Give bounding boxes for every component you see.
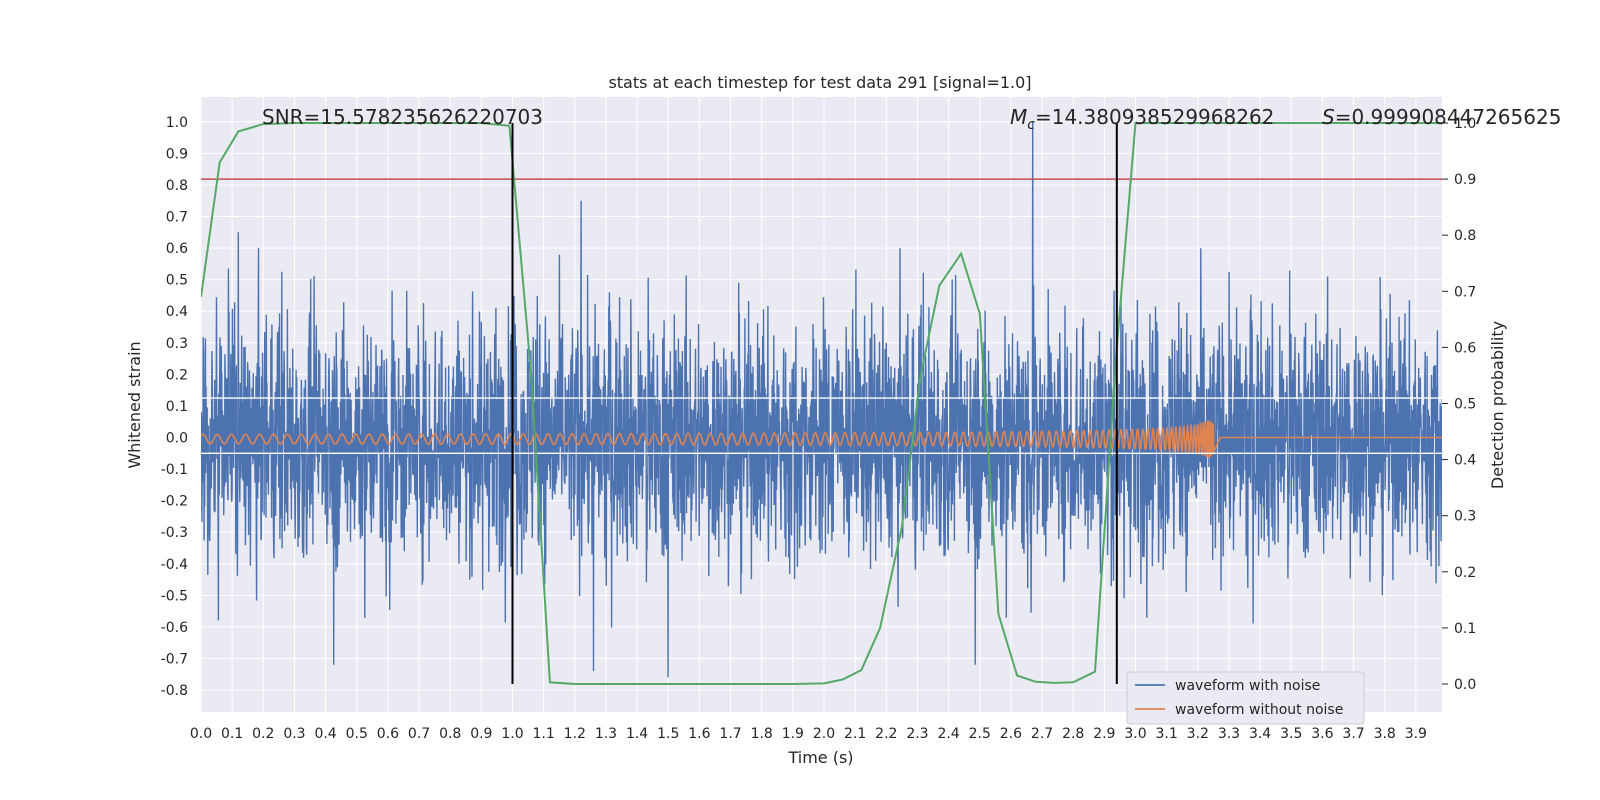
y-tick-label-right: 0.5 bbox=[1454, 397, 1476, 413]
x-tick-label: 1.4 bbox=[626, 726, 648, 742]
grid-y bbox=[201, 121, 1442, 691]
x-tick-label: 3.9 bbox=[1405, 726, 1427, 742]
y-tick-label: 0.2 bbox=[166, 367, 188, 383]
x-tick-label: 1.6 bbox=[688, 726, 710, 742]
y-tick-label-right: 0.0 bbox=[1454, 677, 1476, 693]
x-tick-label: 3.6 bbox=[1311, 726, 1333, 742]
legend: waveform with noise waveform without noi… bbox=[1126, 671, 1365, 725]
x-tick-label: 3.7 bbox=[1342, 726, 1364, 742]
y-tick-label: -0.5 bbox=[161, 588, 188, 604]
score-symbol: S bbox=[1322, 105, 1335, 129]
y-tick-label: 0.8 bbox=[166, 178, 188, 194]
x-tick-label: 3.4 bbox=[1249, 726, 1271, 742]
y-tick-label: 0.1 bbox=[166, 399, 188, 415]
x-tick-label: 0.1 bbox=[221, 726, 243, 742]
chirp-mass-annotation: Mc=14.380938529968262 bbox=[1010, 105, 1274, 133]
y-tick-label-right: 0.4 bbox=[1454, 453, 1476, 469]
x-tick-label: 1.2 bbox=[564, 726, 586, 742]
y-tick-label: -0.6 bbox=[161, 620, 188, 636]
y-tick-label-right: 0.9 bbox=[1454, 172, 1476, 188]
score-annotation: S=0.999908447265625 bbox=[1322, 105, 1561, 129]
y-tick-label-right: 0.8 bbox=[1454, 228, 1476, 244]
y-tick-label: -0.4 bbox=[161, 557, 188, 573]
x-tick-label: 2.3 bbox=[906, 726, 928, 742]
y-tick-labels-left: 1.0 0.9 0.8 0.7 0.6 0.5 0.4 0.3 0.2 0.1 0.0 -0.1 -0.… bbox=[161, 115, 188, 699]
y-tick-label: 0.0 bbox=[166, 431, 188, 447]
x-tick-label: 3.8 bbox=[1374, 726, 1396, 742]
snr-annotation: SNR=15.578235626220703 bbox=[262, 105, 543, 129]
x-tick-label: 3.5 bbox=[1280, 726, 1302, 742]
y-tick-label-right: 0.1 bbox=[1454, 621, 1476, 637]
x-tick-label: 1.8 bbox=[751, 726, 773, 742]
x-tick-label: 2.9 bbox=[1093, 726, 1115, 742]
y-tick-label: 0.3 bbox=[166, 336, 188, 352]
x-tick-label: 2.5 bbox=[969, 726, 991, 742]
y-tick-label: 0.6 bbox=[166, 241, 188, 257]
x-tick-label: 3.1 bbox=[1156, 726, 1178, 742]
x-tick-label: 1.5 bbox=[657, 726, 679, 742]
x-axis-label: Time (s) bbox=[787, 748, 853, 767]
y-tick-label: -0.1 bbox=[161, 462, 188, 478]
y-tick-label-right: 1.0 bbox=[1454, 116, 1476, 132]
chirp-mass-symbol: M bbox=[1010, 105, 1027, 129]
y-tick-label: 1.0 bbox=[166, 115, 188, 131]
y-tick-label-right: 0.3 bbox=[1454, 509, 1476, 525]
x-tick-label: 1.9 bbox=[782, 726, 804, 742]
x-tick-label: 3.2 bbox=[1187, 726, 1209, 742]
x-tick-label: 0.9 bbox=[470, 726, 492, 742]
x-tick-labels: 0.0 0.1 0.2 0.3 0.4 0.5 0.6 0.7 0.8 0.9 1.0 1.1 1.2 1… bbox=[190, 726, 1427, 742]
y-tick-labels-right: 1.0 0.9 0.8 0.7 0.6 0.5 0.4 0.3 0.2 0.1 0.0 bbox=[1442, 116, 1476, 693]
y-axis-label-left: Whitened strain bbox=[125, 341, 144, 468]
x-tick-label: 1.3 bbox=[595, 726, 617, 742]
y-tick-label: -0.7 bbox=[161, 651, 188, 667]
chart-title: stats at each timestep for test data 291… bbox=[608, 73, 1031, 92]
chirp-mass-value: =14.380938529968262 bbox=[1035, 105, 1274, 129]
legend-label-with-noise: waveform with noise bbox=[1175, 678, 1320, 694]
y-tick-label: -0.8 bbox=[161, 683, 188, 699]
x-tick-label: 1.0 bbox=[501, 726, 523, 742]
x-tick-label: 0.5 bbox=[346, 726, 368, 742]
x-tick-label: 0.0 bbox=[190, 726, 212, 742]
x-tick-label: 3.3 bbox=[1218, 726, 1240, 742]
x-tick-label: 2.1 bbox=[844, 726, 866, 742]
y-tick-label: 0.4 bbox=[166, 304, 188, 320]
y-tick-label: 0.7 bbox=[166, 210, 188, 226]
x-tick-label: 3.0 bbox=[1124, 726, 1146, 742]
series-waveform-without-noise bbox=[201, 420, 1442, 458]
series-waveform-with-noise bbox=[201, 121, 1442, 678]
chirp-mass-subscript: c bbox=[1027, 117, 1035, 133]
x-tick-label: 2.8 bbox=[1062, 726, 1084, 742]
x-tick-label: 0.4 bbox=[314, 726, 336, 742]
x-tick-label: 0.8 bbox=[439, 726, 461, 742]
x-tick-label: 0.3 bbox=[283, 726, 305, 742]
series-detection-probability bbox=[201, 122, 1442, 685]
x-tick-label: 0.6 bbox=[377, 726, 399, 742]
x-tick-label: 1.1 bbox=[533, 726, 555, 742]
y-tick-label: 0.5 bbox=[166, 273, 188, 289]
x-tick-label: 1.7 bbox=[719, 726, 741, 742]
x-tick-label: 2.0 bbox=[813, 726, 835, 742]
x-tick-label: 2.4 bbox=[937, 726, 959, 742]
x-tick-label: 2.7 bbox=[1031, 726, 1053, 742]
y-tick-label-right: 0.6 bbox=[1454, 340, 1476, 356]
y-tick-label: -0.2 bbox=[161, 494, 188, 510]
y-axis-label-right: Detection probability bbox=[1488, 321, 1507, 489]
y-tick-label: 0.9 bbox=[166, 146, 188, 162]
x-tick-label: 0.2 bbox=[252, 726, 274, 742]
score-value: =0.999908447265625 bbox=[1335, 105, 1562, 129]
x-tick-label: 2.6 bbox=[1000, 726, 1022, 742]
legend-box bbox=[1126, 671, 1365, 725]
x-tick-label: 0.7 bbox=[408, 726, 430, 742]
y-tick-label-right: 0.2 bbox=[1454, 565, 1476, 581]
y-tick-label-right: 0.7 bbox=[1454, 284, 1476, 300]
y-tick-label: -0.3 bbox=[161, 525, 188, 541]
x-tick-label: 2.2 bbox=[875, 726, 897, 742]
legend-label-without-noise: waveform without noise bbox=[1175, 702, 1343, 718]
